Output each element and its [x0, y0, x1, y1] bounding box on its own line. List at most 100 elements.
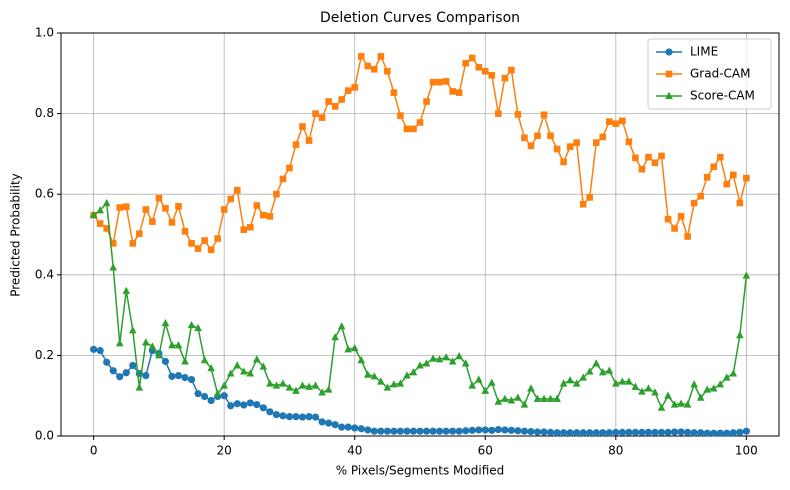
data-point: [266, 213, 274, 220]
data-point: [501, 74, 509, 82]
data-point: [239, 367, 248, 375]
data-point: [227, 402, 235, 410]
data-point: [396, 379, 405, 387]
data-point: [566, 143, 574, 150]
data-point: [363, 370, 372, 378]
data-point: [142, 206, 150, 213]
data-point: [357, 53, 365, 60]
data-point: [305, 382, 313, 390]
data-point: [677, 428, 685, 436]
data-point: [253, 355, 261, 363]
data-point: [742, 271, 751, 279]
data-point: [136, 230, 143, 237]
data-point: [168, 219, 176, 226]
data-point: [207, 396, 215, 405]
data-point: [429, 427, 437, 435]
data-point: [220, 381, 228, 389]
data-point: [488, 378, 496, 386]
data-point: [102, 198, 111, 207]
data-point: [390, 380, 398, 388]
legend-label: LIME: [690, 45, 718, 59]
data-point: [364, 62, 372, 70]
data-point: [566, 376, 574, 384]
data-point: [664, 391, 672, 399]
data-point: [533, 428, 542, 436]
data-point: [279, 175, 287, 183]
data-point: [514, 427, 522, 435]
data-point: [181, 357, 189, 365]
data-point: [240, 401, 248, 409]
x-tick-label: 100: [735, 444, 758, 458]
data-point: [442, 427, 450, 435]
data-point: [670, 400, 679, 408]
data-point: [122, 286, 131, 294]
data-point: [449, 88, 456, 95]
data-point: [331, 421, 339, 429]
legend-marker: [665, 48, 673, 56]
data-point: [142, 338, 150, 346]
data-point: [103, 358, 111, 366]
data-point: [423, 98, 430, 105]
data-point: [384, 67, 391, 75]
data-point: [612, 120, 620, 127]
data-point: [435, 355, 444, 363]
data-point: [338, 96, 345, 103]
data-point: [560, 429, 568, 437]
data-point: [142, 371, 150, 380]
data-point: [585, 367, 594, 375]
data-point: [298, 413, 307, 421]
data-point: [572, 379, 581, 387]
data-point: [533, 394, 542, 402]
data-point: [174, 371, 183, 380]
x-tick-label: 40: [347, 444, 362, 458]
y-tick-label: 0.8: [35, 106, 54, 120]
data-point: [129, 326, 137, 334]
data-point: [710, 163, 718, 171]
data-point: [246, 369, 255, 377]
data-point: [194, 390, 202, 398]
data-point: [435, 427, 444, 435]
data-point: [534, 132, 541, 140]
data-point: [201, 392, 209, 401]
data-point: [566, 429, 574, 437]
data-point: [742, 427, 750, 435]
data-point: [331, 333, 339, 341]
y-tick-label: 0.2: [35, 348, 54, 362]
data-point: [625, 428, 633, 436]
data-point: [619, 117, 626, 125]
data-point: [579, 429, 587, 437]
data-point: [474, 375, 483, 383]
data-point: [410, 125, 417, 133]
data-point: [514, 393, 522, 401]
data-point: [233, 186, 241, 194]
data-point: [305, 137, 313, 144]
data-point: [246, 399, 254, 407]
data-point: [292, 141, 300, 148]
data-point: [730, 171, 737, 179]
data-point: [671, 225, 678, 232]
data-point: [272, 411, 280, 419]
data-point: [279, 379, 287, 387]
data-point: [638, 428, 646, 436]
data-point: [553, 429, 561, 437]
data-point: [331, 103, 339, 110]
data-point: [508, 66, 515, 74]
data-point: [253, 400, 261, 409]
data-point: [233, 400, 241, 408]
data-point: [716, 153, 724, 161]
x-tick-label: 80: [608, 444, 623, 458]
data-point: [697, 192, 704, 200]
data-point: [422, 427, 431, 435]
data-point: [115, 339, 124, 347]
data-point: [175, 202, 182, 210]
data-point: [553, 145, 561, 153]
data-point: [96, 220, 104, 227]
data-point: [266, 379, 274, 387]
data-point: [736, 428, 744, 436]
data-point: [436, 78, 443, 86]
data-point: [429, 354, 437, 362]
data-point: [690, 429, 698, 437]
data-point: [383, 427, 391, 435]
data-point: [684, 428, 692, 436]
data-point: [605, 366, 614, 374]
